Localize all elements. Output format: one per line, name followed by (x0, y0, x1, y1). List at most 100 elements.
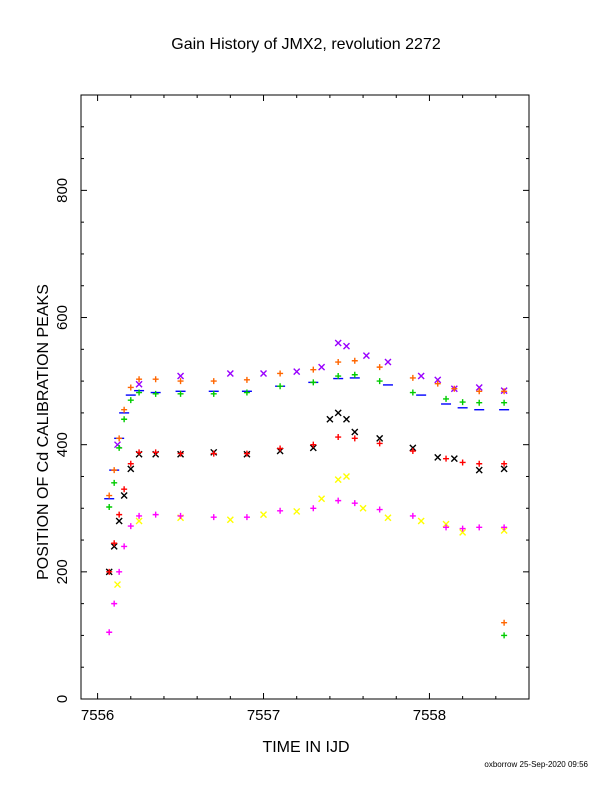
data-point (177, 450, 184, 457)
data-point (500, 465, 508, 473)
data-point (409, 374, 416, 381)
series-7 (114, 472, 508, 589)
data-point (115, 517, 123, 525)
x-tick-label: 7558 (413, 707, 446, 724)
data-point (243, 514, 250, 521)
y-tick-label: 200 (54, 559, 71, 584)
data-point (136, 389, 143, 396)
data-point (127, 397, 134, 404)
data-point (500, 527, 508, 535)
data-point (135, 517, 143, 525)
data-point (152, 449, 159, 456)
series-5 (105, 409, 508, 576)
data-point (443, 455, 450, 462)
x-axis-label: TIME IN IJD (262, 739, 350, 756)
data-point (260, 369, 268, 377)
data-point (351, 435, 358, 442)
data-point (243, 450, 250, 457)
series-6 (106, 434, 508, 575)
data-point (376, 378, 383, 385)
data-point (293, 507, 301, 515)
data-point (351, 371, 358, 378)
data-point (277, 445, 284, 452)
data-point (351, 357, 358, 364)
data-point (335, 373, 342, 380)
data-point (127, 384, 134, 391)
series-2 (114, 339, 508, 449)
data-point (152, 376, 159, 383)
data-point (359, 504, 367, 512)
data-point (116, 444, 123, 451)
footer-credit: oxborrow 25-Sep-2020 09:56 (484, 760, 588, 769)
data-point (318, 363, 326, 371)
data-point (116, 511, 123, 518)
data-point (210, 378, 217, 385)
data-point (351, 428, 359, 436)
series-3 (106, 371, 508, 639)
data-point (476, 388, 483, 395)
data-point (121, 486, 128, 493)
data-point (334, 409, 342, 417)
x-tick-label: 7557 (247, 707, 280, 724)
data-point (116, 435, 123, 442)
data-point (459, 459, 466, 466)
data-point (243, 389, 250, 396)
data-point (310, 366, 317, 373)
data-point (127, 460, 134, 467)
data-point (501, 524, 508, 531)
data-point (335, 497, 342, 504)
y-tick-label: 800 (54, 178, 71, 203)
data-point (106, 503, 113, 510)
data-point (384, 358, 392, 366)
data-point (120, 492, 128, 500)
chart-axes: 0 200 400 600 800 7556 7557 7558 (54, 95, 530, 724)
data-point (409, 389, 416, 396)
data-point (121, 416, 128, 423)
y-tick-label: 600 (54, 305, 71, 330)
data-point (501, 632, 508, 639)
data-point (434, 376, 442, 384)
data-point (226, 369, 234, 377)
data-point (260, 511, 268, 519)
data-point (177, 378, 184, 385)
data-point (152, 511, 159, 518)
data-point (326, 415, 334, 423)
data-point (111, 540, 118, 547)
data-point (309, 444, 317, 452)
data-point (110, 542, 118, 550)
data-point (111, 600, 118, 607)
chart-title: Gain History of JMX2, revolution 2272 (171, 36, 441, 53)
data-point (243, 376, 250, 383)
data-point (501, 460, 508, 467)
data-point (376, 440, 383, 447)
data-point (106, 629, 113, 636)
data-point (451, 385, 458, 392)
data-point (210, 514, 217, 521)
data-point (342, 472, 350, 480)
data-point (210, 390, 217, 397)
data-point (459, 399, 466, 406)
data-point (442, 520, 450, 528)
data-point (459, 528, 467, 536)
data-point (116, 568, 123, 575)
data-point (136, 376, 143, 383)
data-point (106, 568, 113, 575)
data-point (210, 450, 217, 457)
data-point (121, 406, 128, 413)
data-point (376, 364, 383, 371)
data-point (342, 342, 350, 350)
data-point (409, 444, 417, 452)
data-point (310, 441, 317, 448)
data-point (127, 465, 135, 473)
data-point (409, 512, 416, 519)
data-point (136, 512, 143, 519)
data-point (277, 507, 284, 514)
y-tick-label: 0 (54, 695, 71, 703)
data-point (310, 379, 317, 386)
data-point (121, 543, 128, 550)
data-point (177, 372, 185, 380)
data-point (376, 434, 384, 442)
data-point (114, 581, 121, 589)
data-point (459, 525, 466, 532)
data-point (501, 388, 508, 395)
